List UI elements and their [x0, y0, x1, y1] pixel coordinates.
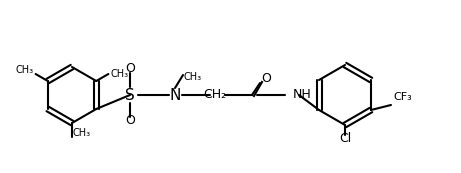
Text: CF₃: CF₃: [393, 92, 412, 102]
Text: CH₃: CH₃: [110, 69, 129, 79]
Text: CH₃: CH₃: [16, 65, 34, 75]
Text: CH₃: CH₃: [72, 128, 90, 138]
Text: CH₃: CH₃: [183, 72, 201, 82]
Text: S: S: [125, 88, 135, 102]
Text: O: O: [125, 62, 135, 75]
Text: N: N: [169, 88, 181, 102]
Text: O: O: [125, 115, 135, 128]
Text: NH: NH: [293, 89, 312, 102]
Text: O: O: [261, 72, 271, 85]
Text: Cl: Cl: [339, 133, 351, 145]
Text: CH₂: CH₂: [203, 89, 226, 102]
